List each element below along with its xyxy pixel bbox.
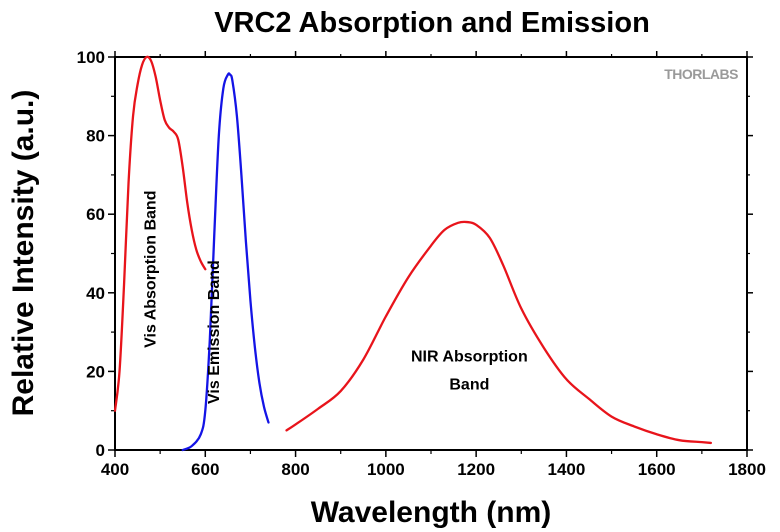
annotation-2-line-0: NIR Absorption — [411, 348, 528, 365]
annotation-0: Vis Absorption Band — [143, 191, 160, 348]
annotation-layer: Vis Absorption Band Vis Emission Band NIR … — [143, 191, 528, 404]
x-tick-label: 800 — [281, 460, 309, 479]
series-line-vis-absorption — [113, 55, 207, 412]
y-tick-label: 60 — [86, 205, 105, 224]
y-tick-label: 0 — [96, 441, 105, 460]
y-tick-label: 40 — [86, 284, 105, 303]
annotation-2-line-1: Band — [449, 376, 489, 393]
y-axis-label: Relative Intensity (a.u.) — [7, 90, 40, 417]
x-tick-label: 1400 — [548, 460, 586, 479]
chart-title: VRC2 Absorption and Emission — [214, 7, 650, 39]
series-line-nir-absorption — [285, 220, 713, 445]
x-tick-label: 1000 — [367, 460, 405, 479]
annotation-1: Vis Emission Band — [206, 260, 223, 404]
x-tick-label: 600 — [191, 460, 219, 479]
thorlabs-logo: THORLABS — [664, 66, 738, 82]
x-tick-label: 1600 — [638, 460, 676, 479]
x-tick-label: 1800 — [728, 460, 766, 479]
axis-ticks: 400 600 800 1000 1200 1400 1600 1800 0 20 40 60 80 10… — [77, 48, 766, 479]
x-tick-label: 1200 — [457, 460, 495, 479]
series-layer — [113, 55, 713, 452]
x-tick-label: 400 — [101, 460, 129, 479]
x-axis-label: Wavelength (nm) — [311, 496, 552, 529]
series-line-vis-emission — [181, 72, 270, 452]
y-tick-label: 100 — [77, 48, 105, 67]
y-tick-label: 80 — [86, 127, 105, 146]
y-tick-label: 20 — [86, 362, 105, 381]
